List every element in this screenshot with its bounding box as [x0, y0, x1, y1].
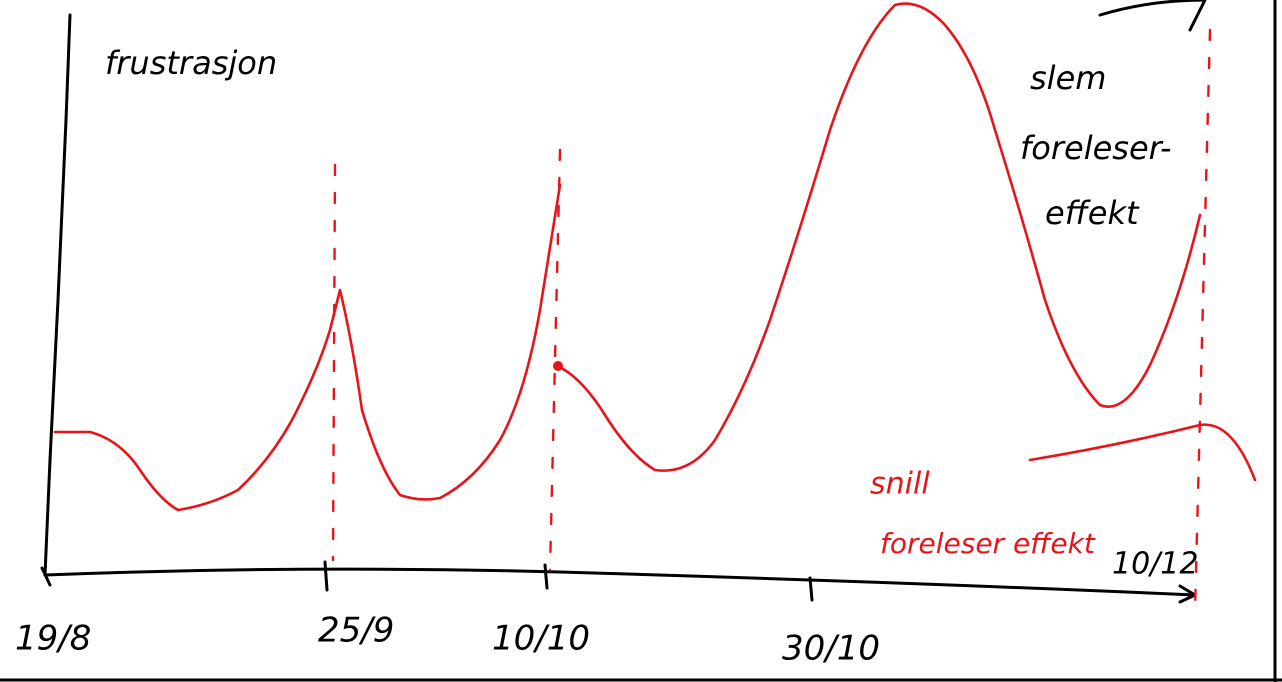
sketch: frustrasjon 19/8 25/9 10/10 30/10 10/12 … [0, 0, 1282, 682]
x-label: 25/9 [318, 611, 394, 651]
x-label: 10/10 [492, 619, 590, 659]
background [0, 0, 1282, 682]
annotation: effekt [1045, 194, 1140, 232]
x-label: 19/8 [15, 619, 91, 659]
annotation: foreleser effekt [880, 527, 1096, 560]
curve-dot [553, 361, 563, 371]
x-label: 10/12 [1112, 547, 1198, 582]
annotation: snill [870, 467, 930, 502]
x-label: 30/10 [782, 629, 880, 669]
annotation: slem [1030, 59, 1106, 97]
annotation: foreleser- [1020, 129, 1172, 167]
y-axis-label: frustrasjon [105, 44, 277, 82]
